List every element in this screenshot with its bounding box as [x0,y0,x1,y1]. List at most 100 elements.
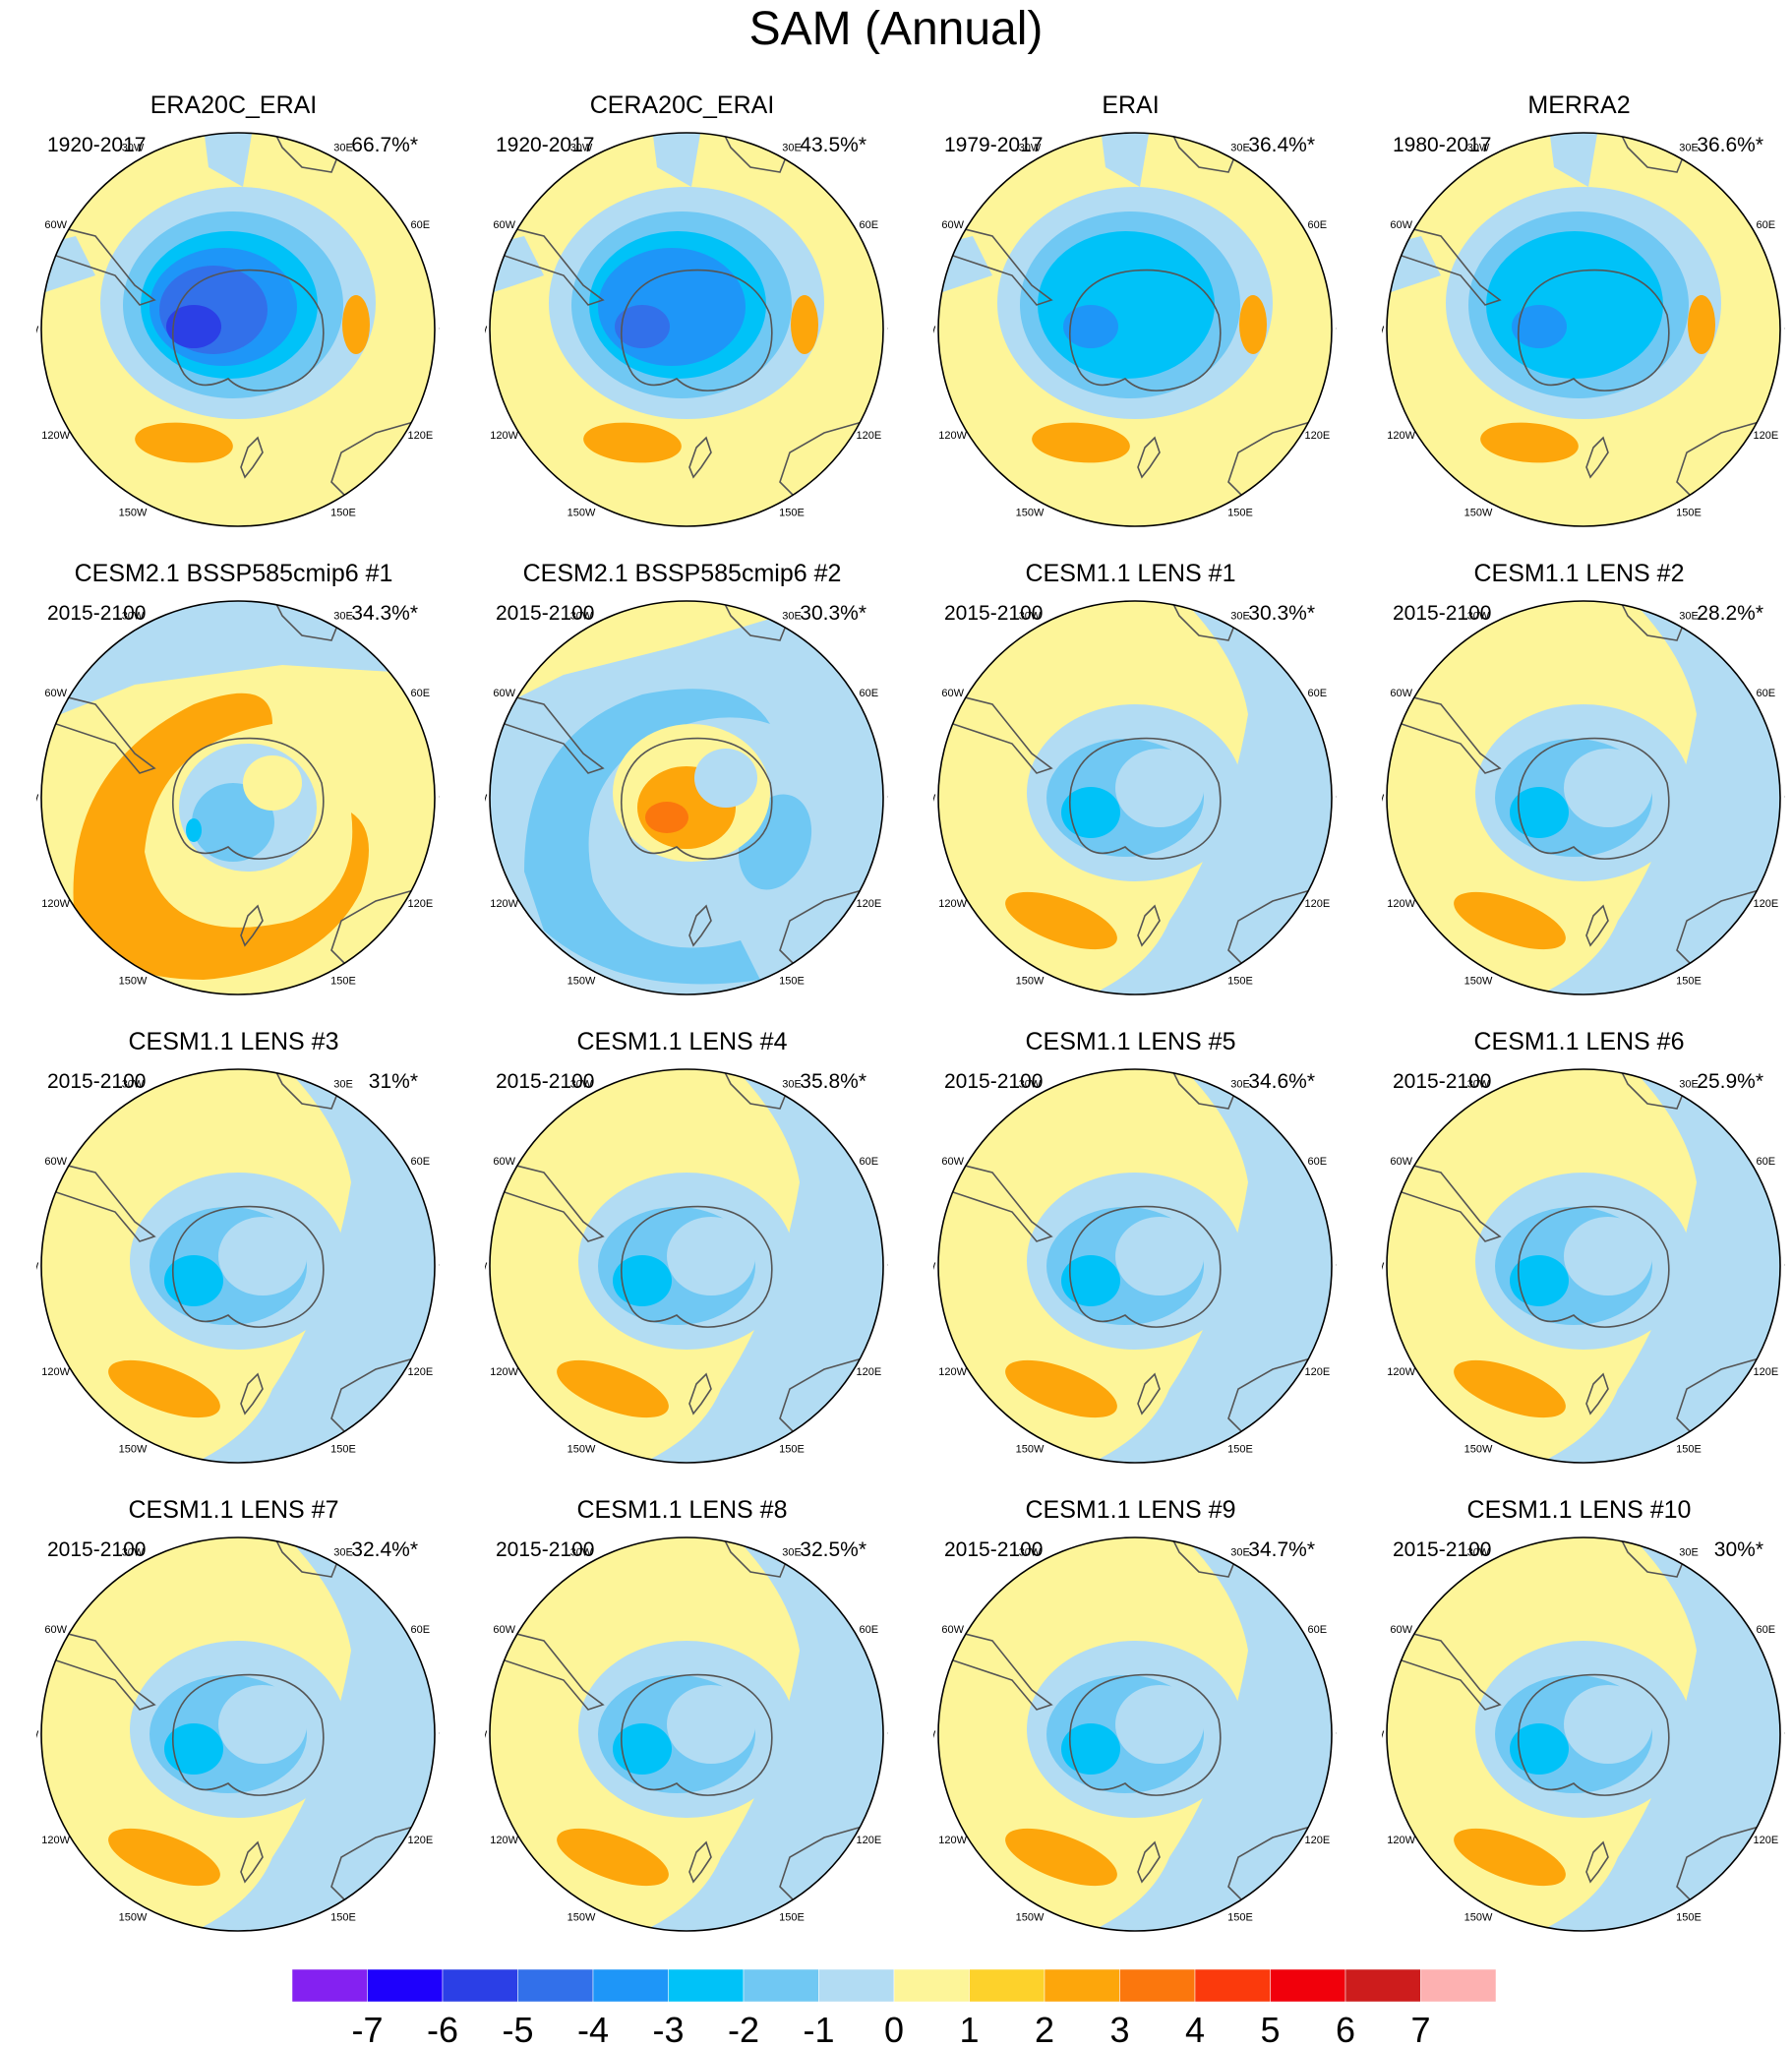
longitude-label: 30E [333,611,353,623]
map-panel: CESM2.1 BSSP585cmip6 #22015-210030.3%*03… [458,468,906,995]
longitude-label: 90E [439,1729,440,1741]
field-interior-negative-1 [1115,749,1204,827]
field-interior-negative-1 [667,1217,755,1295]
polar-stereographic-map: 030E60E90E120E150E180150W120W90W60W30W [36,600,440,995]
field-contour-min [613,1723,672,1775]
field-edge-negative [652,133,701,187]
field-contour-positive-2 [1688,295,1715,354]
field-interior-negative-1 [1115,1217,1204,1295]
polar-stereographic-map: 030E60E90E120E150E180150W120W90W60W30W [485,600,888,995]
colorbar-label: -5 [502,2010,533,2048]
longitude-label: 120E [407,1835,433,1846]
longitude-label: 150W [1464,975,1493,987]
antarctica-coastline [620,269,773,392]
colorbar-swatch [1119,1969,1196,2003]
longitude-label: 120E [1304,898,1330,910]
polar-stereographic-map: 030E60E90E120E150E180150W120W90W60W30W [485,1068,888,1464]
map-boundary [1386,1068,1781,1464]
antarctica-coastline [1517,1673,1670,1796]
longitude-label: 150W [119,975,148,987]
field-contour-min [186,818,202,842]
longitude-label: 120E [1753,1835,1778,1846]
panel-title: CESM1.1 LENS #10 [1466,1496,1692,1524]
longitude-label: 90E [1784,325,1785,336]
panel-years: 2015-2100 [496,602,595,625]
field-interior-negative-1 [218,1685,307,1764]
field-contour-negative-4 [598,248,746,366]
panel-title: CESM1.1 LENS #3 [128,1028,339,1055]
longitude-label: 90W [933,1261,936,1273]
longitude-label: 150W [567,1443,596,1455]
field-interior-negative-1 [1564,1217,1652,1295]
longitude-label: 90E [439,1261,440,1273]
map-boundary [489,1536,884,1932]
south-america-coastline [938,1156,1053,1242]
field-contour-positive-2 [108,1828,220,1887]
panel-title: CESM1.1 LENS #6 [1473,1028,1685,1055]
polar-stereographic-map: 030E60E90E120E150E180150W120W90W60W30W [933,600,1337,995]
field-contour-min [615,305,670,348]
longitude-label: 30W [1467,1079,1490,1091]
field-contour-positive-3 [645,802,688,833]
longitude-label: 120E [407,1366,433,1378]
colorbar-swatch [517,1969,594,2003]
panel-title: CESM2.1 BSSP585cmip6 #1 [74,560,393,587]
colorbar: -7 -6 -5 -4 -3 -2 -1 0 1 2 3 4 5 6 7 [292,1969,1497,2048]
panel-variance-explained: 36.4%* [1248,134,1315,156]
colorbar-swatch [893,1969,970,2003]
colorbar-swatch [442,1969,518,2003]
panel-years: 2015-2100 [944,1070,1044,1093]
colorbar-label: 5 [1260,2010,1280,2048]
longitude-label: 30W [570,143,593,154]
field-contour-min [1510,1255,1569,1306]
longitude-label: 60E [1308,1624,1328,1636]
longitude-label: 150W [119,1911,148,1923]
longitude-label: 150W [119,507,148,518]
longitude-label: 30W [570,1547,593,1559]
new-zealand-coastline [1137,1372,1161,1416]
colorbar-label: -1 [803,2010,834,2048]
field-contour-positive-2 [791,295,818,354]
longitude-label: 90W [933,793,936,805]
longitude-label: 120W [490,430,518,442]
longitude-label: 60W [941,1156,964,1168]
new-zealand-coastline [1137,904,1161,947]
field-edge-negative [184,1537,435,1931]
longitude-label: 90W [36,1261,39,1273]
longitude-label: 60W [493,1156,515,1168]
panel-years: 2015-2100 [47,1538,147,1561]
field-edge-negative [204,133,253,187]
colorbar-swatch [743,1969,819,2003]
south-america-coastline [490,219,605,306]
longitude-label: 60W [941,1624,964,1636]
longitude-label: 30E [1679,1079,1699,1091]
panel-title: ERAI [1102,91,1160,119]
longitude-label: 120E [1304,1835,1330,1846]
field-contour-negative-3 [1038,231,1215,379]
longitude-label: 150W [1464,1443,1493,1455]
longitude-label: 90W [485,793,488,805]
field-contour-positive-2 [1480,422,1579,463]
antarctica-coastline [1517,737,1670,860]
field-contour-min [164,1723,223,1775]
longitude-label: 60W [1390,219,1412,231]
longitude-label: 120E [856,430,881,442]
antarctica-coastline [1068,1205,1222,1328]
map-panel: CESM1.1 LENS #22015-210028.2%*030E60E90E… [1355,468,1792,995]
longitude-label: 150W [1464,1911,1493,1923]
longitude-label: 90W [36,793,39,805]
longitude-label: 120W [490,898,518,910]
field-contour-negative-1 [694,749,757,808]
longitude-label: 150E [330,1443,356,1455]
longitude-label: 30E [1679,1547,1699,1559]
longitude-label: 150E [1227,975,1253,987]
longitude-label: 150W [1016,1443,1045,1455]
antarctica-coastline [1517,1205,1670,1328]
field-interior-negative-1 [1564,1685,1652,1764]
map-panel: CESM1.1 LENS #12015-210030.3%*030E60E90E… [907,468,1354,995]
map-boundary [1386,132,1781,527]
longitude-label: 60E [1308,688,1328,699]
longitude-label: 120W [1387,898,1415,910]
panel-variance-explained: 32.4%* [351,1538,418,1561]
longitude-label: 90E [1336,325,1337,336]
